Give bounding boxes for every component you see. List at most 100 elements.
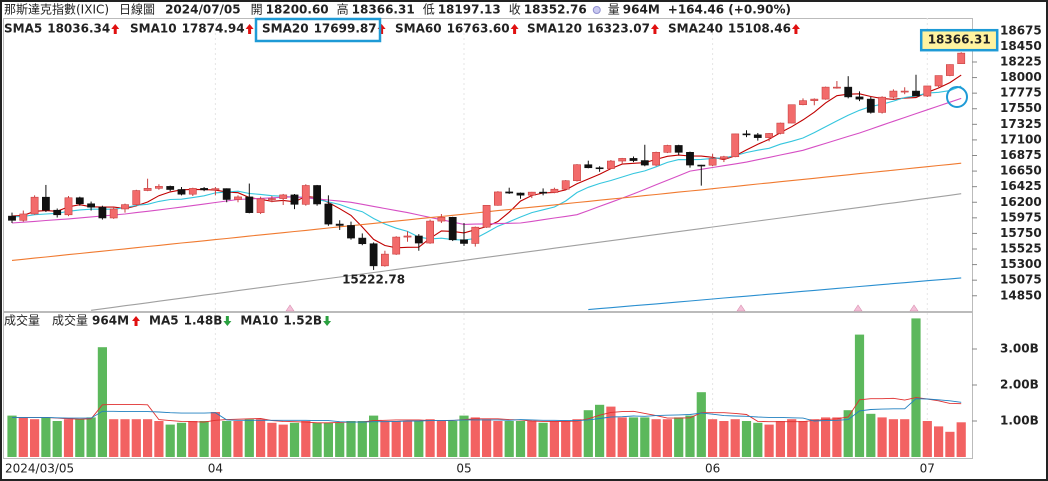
volume-bar — [561, 421, 571, 457]
y-tick-label: 15750 — [1000, 226, 1042, 240]
y-tick-label: 17550 — [1000, 101, 1042, 115]
highlight-box — [254, 17, 382, 43]
volume-bar — [493, 421, 503, 457]
volume-label: 成交量 — [52, 313, 88, 328]
volume-bar — [956, 422, 966, 457]
candle-body — [855, 96, 864, 100]
volume-bar — [843, 410, 853, 457]
volume-bar — [278, 424, 288, 457]
candle-body — [674, 145, 683, 153]
candle-body — [493, 191, 502, 206]
volume-bar — [210, 412, 220, 457]
status-icon — [592, 6, 601, 14]
candle-body — [200, 188, 208, 191]
candle-body — [595, 167, 604, 170]
y-tick-label: 18225 — [1000, 54, 1042, 68]
x-tick-label: 05 — [456, 462, 471, 476]
y-tick-label: 15300 — [1000, 257, 1042, 271]
volume-bar — [866, 413, 876, 457]
candle-body — [719, 156, 728, 159]
volume-bar — [143, 419, 153, 457]
candle-body — [437, 216, 446, 222]
candle-body — [742, 133, 751, 136]
candle-body — [889, 90, 898, 98]
legend-value: 17699.87 — [314, 22, 377, 36]
trend-arrow — [323, 316, 332, 326]
y-tick-label: 14850 — [1000, 288, 1042, 302]
volume-bar — [402, 421, 413, 457]
volume-bar — [18, 417, 28, 457]
y-tick-label: 17325 — [1000, 117, 1042, 131]
volume-bar — [470, 417, 480, 457]
y-tick-label: 15525 — [1000, 242, 1042, 256]
candle-body — [155, 186, 163, 189]
legend-value: 17874.94 — [182, 22, 245, 36]
candle-body — [945, 64, 954, 76]
candle-body — [640, 160, 649, 166]
legend-name: SMA120 — [527, 22, 582, 36]
candle-body — [731, 133, 740, 158]
candle-body — [290, 194, 299, 205]
volume-bar — [662, 419, 672, 457]
y-tick-label: 15075 — [1000, 273, 1042, 287]
candle-body — [132, 190, 141, 205]
header-text: 18197.13 — [438, 3, 501, 17]
candle-body — [686, 152, 694, 166]
volume-bar — [165, 424, 175, 457]
header-text: 量 — [608, 3, 620, 17]
volume-bar — [888, 419, 898, 457]
candle-body — [380, 253, 389, 267]
candle-body — [776, 122, 785, 134]
volume-bar — [572, 419, 582, 457]
volume-bar — [821, 417, 831, 457]
volume-bar — [97, 347, 107, 457]
volume-bar — [244, 419, 254, 457]
candle-body — [188, 188, 197, 195]
candle-body — [98, 206, 107, 219]
candle-body — [335, 223, 344, 226]
candle-body — [75, 197, 84, 205]
candle-body — [53, 209, 62, 216]
header-text: 18366.31 — [352, 3, 415, 17]
y-tick-label: 16650 — [1000, 164, 1042, 178]
header-text: 收 — [509, 3, 521, 17]
candle-body — [573, 164, 581, 182]
candle-body — [301, 185, 310, 205]
y-tick-label: 2.00B — [1000, 378, 1039, 392]
volume-bar — [708, 419, 718, 457]
candle-body — [765, 133, 773, 138]
volume-bar — [176, 422, 187, 457]
header-text: 18200.60 — [266, 3, 329, 17]
candle-body — [663, 145, 672, 153]
volume-bar — [357, 421, 367, 457]
candle-body — [403, 235, 412, 238]
volume-bar — [425, 419, 435, 457]
volume-bar — [798, 421, 808, 457]
volume-bar — [391, 421, 401, 457]
candle-body — [313, 185, 321, 205]
legend-name: SMA10 — [130, 22, 177, 36]
volume-bar — [730, 419, 740, 457]
volume-bar — [369, 415, 379, 457]
header-text: 開 — [251, 3, 263, 17]
event-markers — [285, 304, 919, 312]
volume-bar — [131, 419, 141, 457]
volume-bar — [199, 421, 209, 457]
volume-bar — [911, 318, 921, 457]
candle-body — [471, 226, 480, 244]
trend-arrow — [132, 316, 141, 326]
candle-body — [41, 196, 50, 211]
y-tick-label: 17775 — [1000, 86, 1042, 100]
header-text: 2024/07/05 — [165, 3, 241, 17]
trend-arrow — [111, 24, 120, 34]
volume-bar — [346, 421, 356, 457]
candle-body — [324, 203, 333, 225]
volume-bar — [640, 417, 650, 457]
header-text: 那斯達克指數(IXIC) — [4, 2, 109, 17]
legend-name: SMA60 — [395, 22, 442, 36]
trend-arrow — [791, 24, 800, 34]
y-tick-label: 17100 — [1000, 132, 1042, 146]
volume-bar — [459, 415, 469, 457]
x-tick-label: 06 — [705, 462, 720, 476]
candle-body — [787, 104, 796, 124]
